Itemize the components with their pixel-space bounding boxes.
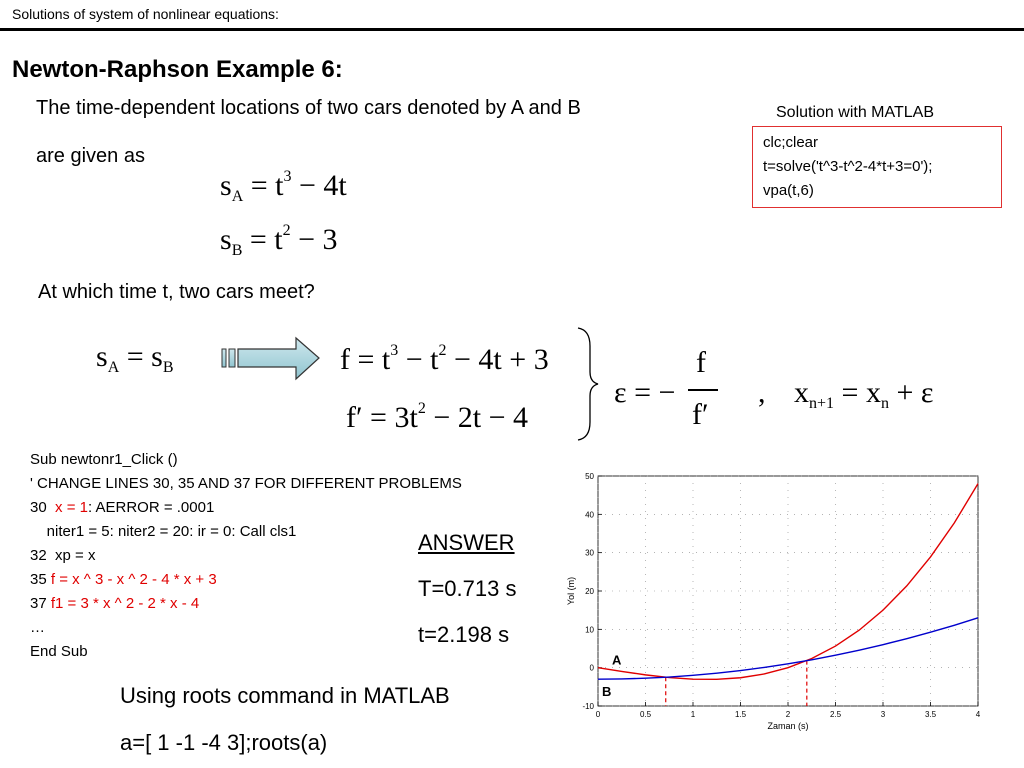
code-listing: Sub newtonr1_Click () ' CHANGE LINES 30, …: [30, 448, 462, 664]
answer-label: ANSWER: [418, 530, 515, 555]
question-text: At which time t, two cars meet?: [38, 281, 315, 303]
x-tick-label: 4: [976, 710, 981, 719]
y-tick-label: -10: [582, 702, 594, 711]
answer-t1: T=0.713 s: [418, 576, 517, 601]
x-tick-label: 3.5: [925, 710, 937, 719]
right-brace: [577, 327, 599, 441]
y-axis-label: Yol (m): [566, 577, 576, 605]
matlab-code-box: clc;clear t=solve('t^3-t^2-4*t+3=0'); vp…: [752, 126, 1002, 208]
x-tick-label: 0: [596, 710, 601, 719]
answer-t2: t=2.198 s: [418, 622, 510, 647]
y-tick-label: 40: [585, 510, 594, 519]
intro-line-2: are given as: [36, 145, 145, 167]
code-line: Sub newtonr1_Click (): [30, 451, 178, 468]
epsilon-denominator: f′: [692, 398, 709, 431]
arrow-icon: [221, 336, 320, 381]
code-line: 32 xp = x: [30, 547, 96, 564]
epsilon-numerator: f: [696, 346, 706, 379]
equation-iteration: xn+1 = xn + ε: [794, 376, 934, 412]
equation-fprime: f′ = 3t2 − 2t − 4: [346, 400, 528, 434]
matlab-line: vpa(t,6): [763, 182, 814, 199]
equation-f: f = t3 − t2 − 4t + 3: [340, 342, 549, 376]
x-tick-label: 0.5: [640, 710, 652, 719]
code-line: ' CHANGE LINES 30, 35 AND 37 FOR DIFFERE…: [30, 475, 462, 492]
slide-title: Newton-Raphson Example 6:: [12, 56, 343, 83]
y-tick-label: 30: [585, 549, 594, 558]
y-tick-label: 50: [585, 472, 594, 481]
x-tick-label: 2: [786, 710, 791, 719]
roots-caption: Using roots command in MATLAB: [120, 683, 450, 708]
series-label-B: B: [602, 684, 611, 699]
matlab-line: clc;clear: [763, 134, 819, 151]
fraction-bar: [688, 389, 718, 391]
series-line-A: [597, 483, 979, 681]
x-tick-label: 1: [691, 710, 696, 719]
equation-sa-equals-sb: sA = sB: [96, 340, 174, 376]
intro-line-1: The time-dependent locations of two cars…: [36, 97, 581, 119]
x-tick-label: 1.5: [735, 710, 747, 719]
code-line: niter1 = 5: niter2 = 20: ir = 0: Call cl…: [30, 523, 297, 540]
header-rule: [0, 28, 1024, 31]
series-line-B: [597, 617, 979, 680]
code-line: 30 x = 1: AERROR = .0001: [30, 499, 215, 516]
series-label-A: A: [612, 653, 622, 668]
x-tick-label: 2.5: [830, 710, 842, 719]
equation-sb: sB = t2 − 3: [220, 222, 338, 259]
y-tick-label: 0: [590, 664, 595, 673]
x-axis-label: Zaman (s): [767, 721, 808, 731]
code-line: End Sub: [30, 643, 88, 660]
y-tick-label: 20: [585, 587, 594, 596]
y-tick-label: 10: [585, 625, 594, 634]
equation-sa: sA = t3 − 4t: [220, 168, 347, 205]
equation-epsilon: ε = −: [614, 376, 676, 409]
matlab-line: t=solve('t^3-t^2-4*t+3=0');: [763, 158, 933, 175]
code-line: …: [30, 619, 45, 636]
code-line: 37 f1 = 3 * x ^ 2 - 2 * x - 4: [30, 595, 200, 612]
roots-command: a=[ 1 -1 -4 3];roots(a): [120, 730, 328, 755]
comma: ,: [758, 376, 766, 409]
matlab-label: Solution with MATLAB: [776, 104, 934, 121]
code-line: 35 f = x ^ 3 - x ^ 2 - 4 * x + 3: [30, 571, 217, 588]
header-title: Solutions of system of nonlinear equatio…: [12, 6, 279, 22]
x-tick-label: 3: [881, 710, 886, 719]
